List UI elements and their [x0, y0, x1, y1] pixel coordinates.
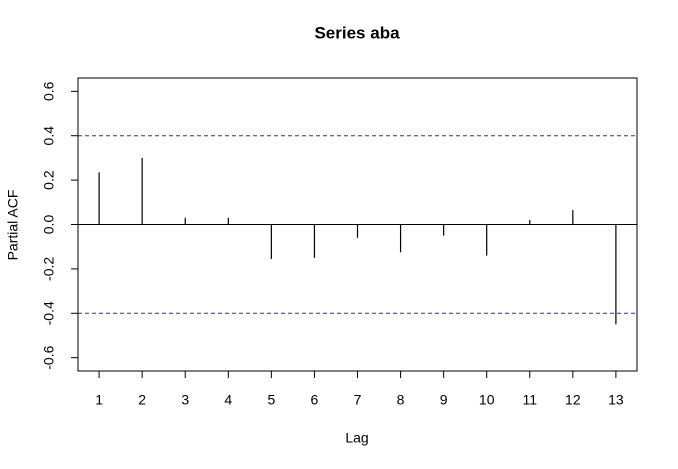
- x-tick-label: 7: [354, 392, 362, 408]
- x-tick-label: 8: [397, 392, 405, 408]
- chart-title: Series aba: [314, 23, 400, 42]
- x-tick-label: 5: [267, 392, 275, 408]
- x-tick-label: 3: [181, 392, 189, 408]
- x-tick-label: 11: [522, 392, 537, 408]
- x-tick-label: 10: [479, 392, 495, 408]
- y-tick-label: 0.4: [41, 126, 57, 146]
- x-axis-label: Lag: [345, 430, 368, 446]
- x-tick-label: 9: [440, 392, 448, 408]
- y-tick-label: 0.2: [41, 170, 57, 190]
- y-tick-label: -0.4: [41, 301, 57, 325]
- y-tick-label: -0.6: [41, 345, 57, 369]
- y-tick-label: 0.6: [41, 81, 57, 101]
- y-tick-label: -0.2: [41, 257, 57, 281]
- x-tick-label: 12: [565, 392, 581, 408]
- x-tick-label: 1: [95, 392, 103, 408]
- x-tick-label: 2: [138, 392, 146, 408]
- x-tick-label: 6: [311, 392, 319, 408]
- x-tick-label: 4: [224, 392, 232, 408]
- y-axis-label: Partial ACF: [5, 190, 21, 261]
- x-tick-label: 13: [608, 392, 624, 408]
- y-tick-label: 0.0: [41, 215, 57, 235]
